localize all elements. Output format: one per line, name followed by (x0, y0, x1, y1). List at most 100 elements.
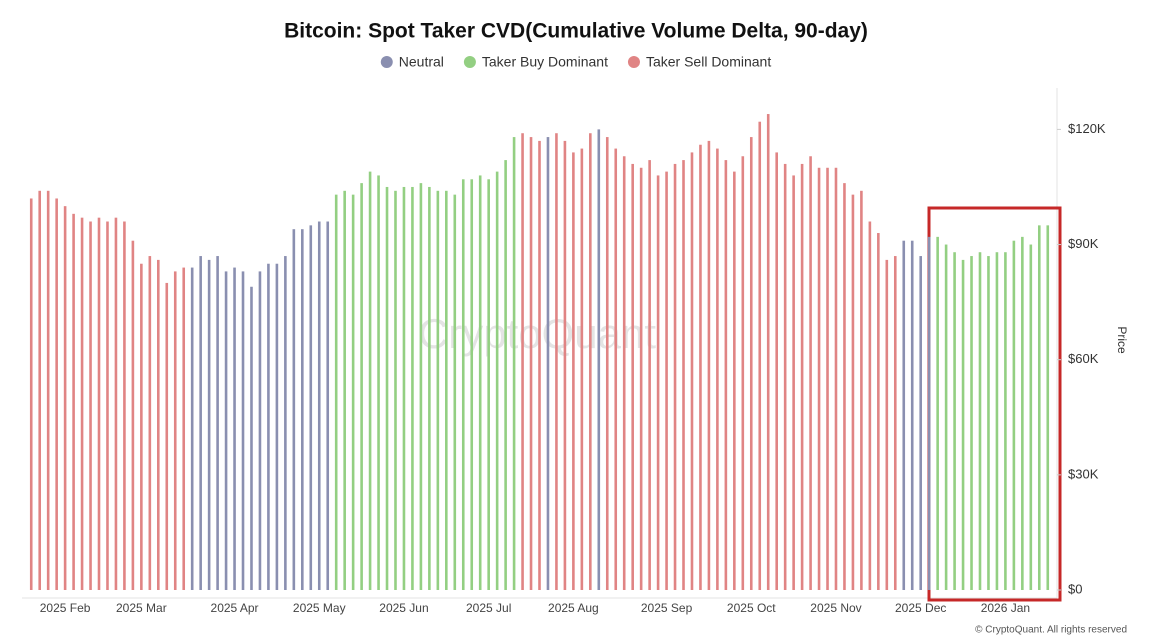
bar (919, 256, 922, 590)
bar (411, 186, 414, 590)
bar (622, 156, 626, 590)
bar (131, 240, 135, 590)
bar (589, 133, 592, 590)
bar (631, 163, 634, 590)
bar (461, 179, 465, 591)
bar (1037, 225, 1041, 590)
bar (953, 252, 956, 590)
bar (301, 229, 304, 590)
bar (241, 271, 245, 590)
bar (572, 152, 575, 590)
bar (1004, 252, 1007, 590)
legend-swatch (380, 56, 393, 68)
bar (995, 252, 999, 590)
bar (817, 167, 821, 590)
bar (538, 140, 541, 590)
bar (673, 163, 677, 590)
bar (877, 233, 880, 590)
bar (792, 175, 795, 590)
bar (826, 167, 829, 590)
bar (1046, 225, 1050, 590)
x-tick-label: 2025 Feb (40, 601, 91, 615)
bar (385, 186, 389, 590)
x-tick-label: 2025 Jun (379, 601, 428, 615)
y-tick-label: $90K (1068, 236, 1099, 251)
bar (733, 171, 736, 590)
bar (944, 244, 948, 591)
bar (46, 190, 50, 591)
bar (377, 175, 380, 590)
bar (910, 240, 914, 590)
bar (766, 114, 770, 591)
bar (936, 236, 939, 590)
y-tick-label: $120K (1068, 121, 1106, 136)
bar (809, 156, 812, 590)
bar (419, 183, 423, 590)
bar (555, 133, 558, 590)
bar (334, 194, 338, 590)
bar (682, 160, 685, 591)
x-tick-label: 2025 Apr (211, 601, 259, 615)
bar (258, 271, 262, 590)
footer: © CryptoQuant. All rights reserved (975, 625, 1127, 636)
bar (775, 152, 778, 590)
bar (580, 148, 584, 591)
bar (851, 194, 855, 590)
bar (72, 213, 75, 591)
bar (690, 152, 694, 590)
bar (478, 175, 482, 590)
bar (157, 259, 160, 590)
bar (716, 148, 719, 591)
bar (1029, 244, 1033, 591)
bar (360, 183, 363, 590)
bar (893, 256, 897, 590)
bar (140, 263, 143, 590)
bar (639, 167, 643, 590)
bar (309, 225, 313, 590)
bar (1021, 236, 1024, 590)
bar (512, 137, 516, 591)
legend-swatch (627, 56, 640, 68)
x-tick-label: 2025 Oct (727, 601, 776, 615)
x-tick-label: 2025 Aug (548, 601, 599, 615)
bar (106, 221, 109, 590)
bar (758, 121, 762, 590)
y-tick-label: $60K (1068, 351, 1099, 366)
y-axis-title: Price (1115, 326, 1129, 354)
bar (55, 198, 58, 590)
bar (207, 259, 211, 590)
bar (656, 175, 660, 590)
bar (843, 183, 846, 590)
bar (199, 256, 202, 590)
bar (987, 256, 990, 590)
bar (529, 137, 533, 591)
legend-label: Neutral (399, 54, 444, 70)
bar (29, 198, 33, 590)
bar (927, 236, 931, 590)
bar (597, 129, 601, 590)
x-tick-label: 2025 Jul (466, 601, 511, 615)
bar (80, 217, 84, 590)
bar (165, 282, 169, 590)
bar (173, 271, 177, 590)
bar (707, 140, 711, 590)
bar (783, 163, 787, 590)
bar (495, 171, 499, 590)
y-tick-label: $0 (1068, 581, 1082, 596)
bar (436, 190, 440, 591)
bar (182, 267, 186, 590)
x-tick-label: 2025 Nov (810, 601, 861, 615)
bar (63, 206, 67, 590)
bar (665, 171, 668, 590)
bar (961, 259, 965, 590)
bar (97, 217, 101, 590)
bar (741, 156, 745, 590)
bar (224, 271, 228, 590)
legend-label: Taker Buy Dominant (482, 54, 608, 70)
bar (114, 217, 118, 590)
bar (402, 186, 406, 590)
legend-label: Taker Sell Dominant (646, 54, 771, 70)
bar (428, 186, 431, 590)
bar (190, 267, 194, 590)
